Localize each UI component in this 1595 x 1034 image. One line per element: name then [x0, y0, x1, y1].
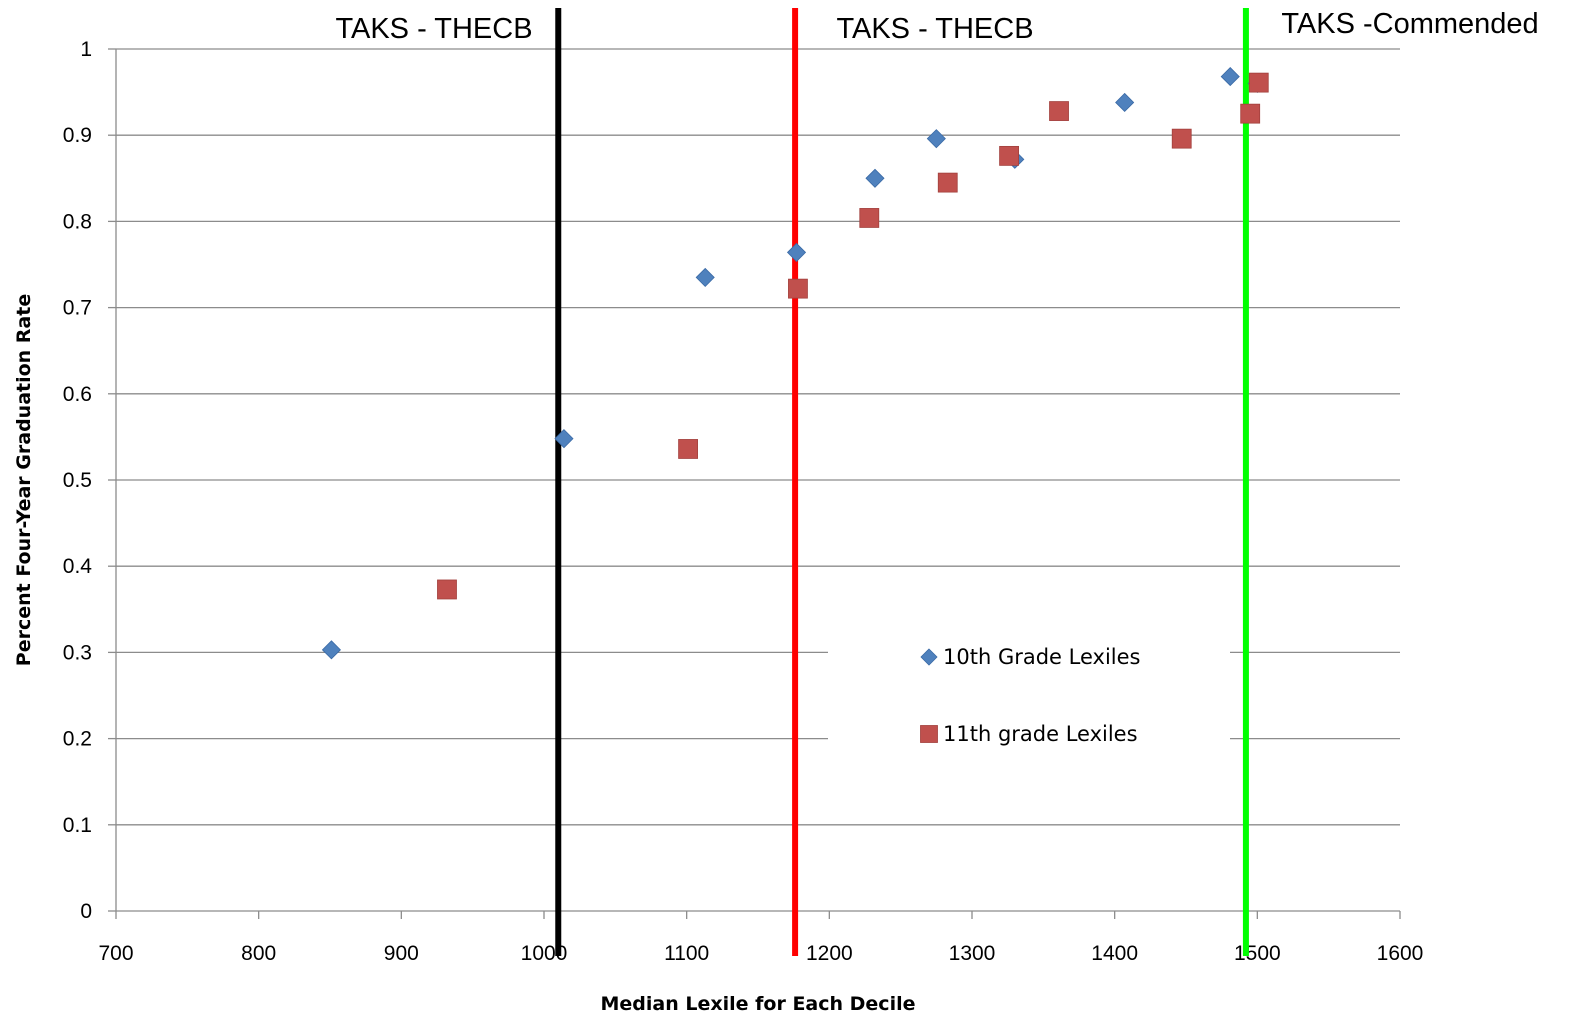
y-tick-label: 0.3 [63, 641, 92, 664]
x-tick-label: 700 [98, 942, 133, 965]
reference-lines: TAKS - THECB TAKS - THECB TAKS -Commended [335, 8, 1539, 956]
data-point-11th-grade [937, 172, 958, 193]
x-tick-label: 1400 [1091, 942, 1138, 965]
data-points [321, 67, 1269, 660]
data-point-11th-grade [1171, 128, 1192, 149]
x-tick-label: 1300 [949, 942, 996, 965]
data-point-11th-grade [678, 439, 698, 459]
axes: 0 0.1 0.2 0.3 0.4 0.5 0.6 0.7 0.8 0.9 1 700 800 900 10… [63, 38, 1424, 965]
data-point-11th-grade [1049, 101, 1069, 121]
legend-label: 11th grade Lexiles [943, 722, 1138, 746]
x-tick-label: 1200 [806, 942, 853, 965]
data-point-10th-grade [554, 429, 574, 449]
reference-line-label: TAKS -Commended [1281, 8, 1538, 40]
legend-marker-square [920, 725, 938, 743]
y-tick-label: 0.9 [63, 124, 92, 147]
legend: 10th Grade Lexiles 11th grade Lexiles [920, 645, 1140, 746]
x-tick-label: 900 [384, 942, 419, 965]
data-point-11th-grade [1240, 103, 1261, 124]
y-tick-label: 0.7 [63, 297, 92, 320]
y-tick-label: 0.5 [63, 469, 92, 492]
data-point-10th-grade [1220, 67, 1240, 87]
data-point-10th-grade [926, 129, 946, 149]
x-tick-label: 1500 [1234, 942, 1281, 965]
data-point-10th-grade [865, 168, 885, 188]
y-tick-label: 0.4 [63, 555, 93, 578]
y-tick-label: 0.6 [63, 383, 92, 406]
data-point-11th-grade [1248, 72, 1269, 93]
x-axis-title: Median Lexile for Each Decile [601, 993, 916, 1015]
x-tick-label: 1600 [1377, 942, 1424, 965]
x-tick-label: 1100 [664, 942, 709, 965]
y-tick-label: 1 [80, 38, 92, 61]
data-point-10th-grade [695, 267, 715, 287]
x-tick-label: 800 [241, 942, 276, 965]
reference-line-label: TAKS - THECB [335, 13, 532, 45]
reference-line-label: TAKS - THECB [836, 13, 1033, 45]
data-point-10th-grade [786, 242, 807, 262]
y-tick-label: 0.8 [63, 210, 92, 233]
data-point-10th-grade [1115, 92, 1135, 113]
y-axis-title: Percent Four-Year Graduation Rate [13, 294, 35, 666]
data-point-11th-grade [999, 145, 1019, 166]
y-tick-label: 0.1 [63, 814, 92, 837]
y-tick-label: 0 [80, 900, 92, 923]
data-point-11th-grade [788, 278, 808, 299]
legend-label: 10th Grade Lexiles [943, 645, 1140, 669]
y-tick-label: 0.2 [63, 728, 92, 751]
gridlines [116, 48, 1400, 826]
legend-marker-diamond [920, 648, 938, 666]
data-point-11th-grade [437, 579, 457, 600]
data-point-11th-grade [859, 208, 880, 228]
data-point-10th-grade [321, 640, 341, 660]
